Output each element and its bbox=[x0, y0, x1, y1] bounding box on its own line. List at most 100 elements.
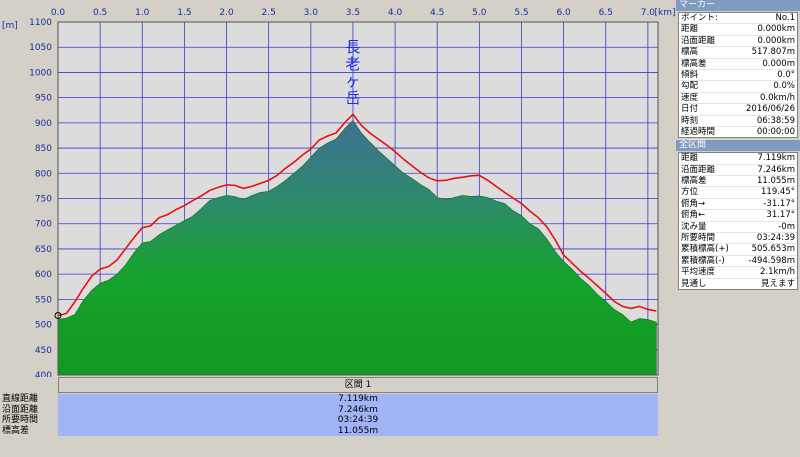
x-tick-label: 7.0 bbox=[641, 8, 656, 18]
total-row: 見通し 見えます bbox=[679, 279, 797, 289]
total-row-value: 2.1km/h bbox=[760, 267, 795, 278]
marker-panel-title: マーカー bbox=[676, 0, 800, 11]
total-row-label: 累積標高(+) bbox=[681, 244, 729, 255]
total-row-label: 見通し bbox=[681, 278, 707, 289]
marker-table: ポイント: No.1 距離 0.000km 沿面距離 0.000km 標高 517.807m 標… bbox=[678, 12, 798, 139]
marker-row: 標高 517.807m bbox=[679, 47, 797, 59]
total-row-value: 見えます bbox=[760, 278, 795, 289]
marker-row-label: 勾配 bbox=[681, 81, 699, 92]
marker-row-value: 0.000m bbox=[762, 58, 795, 69]
info-panel: マーカー ポイント: No.1 距離 0.000km 沿面距離 0.000km 標高 517.… bbox=[676, 0, 800, 457]
total-row-value: -0m bbox=[778, 221, 795, 232]
summary-row: 沿面距離 7.246km bbox=[0, 404, 676, 415]
x-unit-label: [km] bbox=[654, 8, 675, 18]
summary-value: 03:24:39 bbox=[58, 415, 658, 426]
total-row-value: -494.598m bbox=[748, 255, 796, 266]
section-label: 区間 1 bbox=[344, 380, 372, 390]
total-row: 俯角→ -31.17° bbox=[679, 198, 797, 211]
x-tick-label: 5.0 bbox=[472, 8, 487, 18]
peak-label-char: 老 bbox=[345, 55, 360, 73]
x-tick-label: 3.0 bbox=[304, 8, 319, 18]
y-unit-label: [m] bbox=[2, 21, 18, 31]
marker-row-value: 0.0% bbox=[773, 81, 795, 92]
total-row-label: 距離 bbox=[681, 153, 699, 164]
y-tick-label: 1050 bbox=[29, 43, 52, 53]
x-tick-label: 0.5 bbox=[93, 8, 107, 18]
section-header[interactable]: 区間 1 bbox=[58, 377, 658, 393]
total-row-value: 505.653m bbox=[751, 244, 795, 255]
total-row: 累積標高(-) -494.598m bbox=[679, 255, 797, 268]
total-row-label: 沈み量 bbox=[681, 221, 707, 232]
plot-border bbox=[57, 21, 659, 376]
marker-row: 速度 0.0km/h bbox=[679, 92, 797, 105]
summary-value: 11.055m bbox=[58, 425, 658, 436]
total-row-label: 累積標高(-) bbox=[681, 255, 725, 266]
total-row-label: 方位 bbox=[681, 187, 699, 198]
marker-row: 日付 2016/06/26 bbox=[679, 104, 797, 116]
y-tick-label: 1100 bbox=[29, 18, 52, 28]
total-row: 沿面距離 7.246km bbox=[679, 164, 797, 177]
marker-row-label: 距離 bbox=[681, 24, 699, 35]
marker-row: 経過時間 00:00:00 bbox=[679, 127, 797, 137]
y-tick-label: 650 bbox=[35, 245, 52, 255]
marker-row-label: 速度 bbox=[681, 92, 699, 103]
marker-row-value: 0.000km bbox=[757, 24, 795, 35]
summary-label: 標高差 bbox=[2, 425, 30, 436]
y-tick-label: 600 bbox=[35, 270, 52, 280]
total-row-value: 31.17° bbox=[766, 210, 795, 221]
y-tick-label: 900 bbox=[35, 119, 52, 129]
total-row: 距離 7.119km bbox=[679, 153, 797, 165]
marker-row-value: 06:38:59 bbox=[756, 115, 795, 126]
total-row-label: 俯角→ bbox=[681, 198, 706, 209]
x-tick-label: 1.5 bbox=[177, 8, 191, 18]
section-summary: 直線距離 7.119km 沿面距離 7.246km 所要時間 03:24:39 標高差 11.… bbox=[0, 394, 676, 457]
x-tick-label: 6.5 bbox=[599, 8, 613, 18]
total-row-label: 沿面距離 bbox=[681, 164, 716, 175]
x-tick-label: 4.0 bbox=[388, 8, 403, 18]
summary-value: 7.246km bbox=[58, 404, 658, 415]
total-row: 方位 119.45° bbox=[679, 187, 797, 199]
x-tick-label: 6.0 bbox=[556, 8, 571, 18]
x-tick-label: 2.5 bbox=[262, 8, 276, 18]
marker-row-label: 時刻 bbox=[681, 115, 699, 126]
y-tick-label: 950 bbox=[35, 94, 52, 104]
marker-row-label: 沿面距離 bbox=[681, 35, 716, 46]
total-row-value: 7.246km bbox=[757, 164, 795, 175]
x-tick-label: 5.5 bbox=[514, 8, 528, 18]
total-row-label: 平均速度 bbox=[681, 267, 716, 278]
marker-row-label: 日付 bbox=[681, 104, 699, 115]
total-row-value: 03:24:39 bbox=[756, 233, 795, 244]
total-row-value: -31.17° bbox=[763, 198, 795, 209]
peak-label-char: 長 bbox=[345, 38, 360, 56]
x-tick-label: 3.5 bbox=[346, 8, 360, 18]
peak-label-char: ヶ bbox=[345, 72, 360, 90]
total-row: 標高差 11.055m bbox=[679, 176, 797, 188]
summary-label: 直線距離 bbox=[2, 394, 39, 404]
total-table: 距離 7.119km 沿面距離 7.246km 標高差 11.055m 方位 119.45° 俯… bbox=[678, 152, 798, 290]
total-row-value: 11.055m bbox=[756, 176, 795, 187]
terrain-area bbox=[57, 119, 657, 376]
marker-row-value: No.1 bbox=[775, 13, 795, 23]
y-tick-label: 850 bbox=[35, 144, 52, 154]
marker-row: 勾配 0.0% bbox=[679, 81, 797, 93]
route-line bbox=[57, 113, 657, 317]
elevation-chart[interactable]: 0.0 0.5 1.0 1.5 2.0 2.5 3.0 3.5 4.0 4.5 5.0 5.5 6.0 6… bbox=[0, 0, 676, 377]
total-row: 俯角← 31.17° bbox=[679, 210, 797, 222]
marker-row: 傾斜 0.0° bbox=[679, 69, 797, 82]
total-row: 所要時間 03:24:39 bbox=[679, 233, 797, 245]
total-row-value: 119.45° bbox=[761, 187, 795, 198]
marker-row-label: 傾斜 bbox=[681, 69, 699, 80]
marker-row: 沿面距離 0.000km bbox=[679, 35, 797, 48]
y-tick-label: 550 bbox=[35, 295, 52, 305]
marker-row-value: 0.000km bbox=[757, 35, 795, 46]
marker-row-value: 0.0km/h bbox=[760, 92, 795, 103]
total-row-value: 7.119km bbox=[757, 153, 795, 164]
summary-label: 沿面距離 bbox=[2, 404, 39, 415]
marker-row: 距離 0.000km bbox=[679, 24, 797, 36]
marker-point bbox=[54, 311, 62, 319]
marker-row-label: 標高差 bbox=[681, 58, 707, 69]
total-panel-title: 全区間 bbox=[676, 140, 800, 152]
summary-row: 直線距離 7.119km bbox=[0, 394, 676, 405]
marker-row-value: 517.807m bbox=[751, 47, 795, 58]
summary-value: 7.119km bbox=[58, 394, 658, 405]
